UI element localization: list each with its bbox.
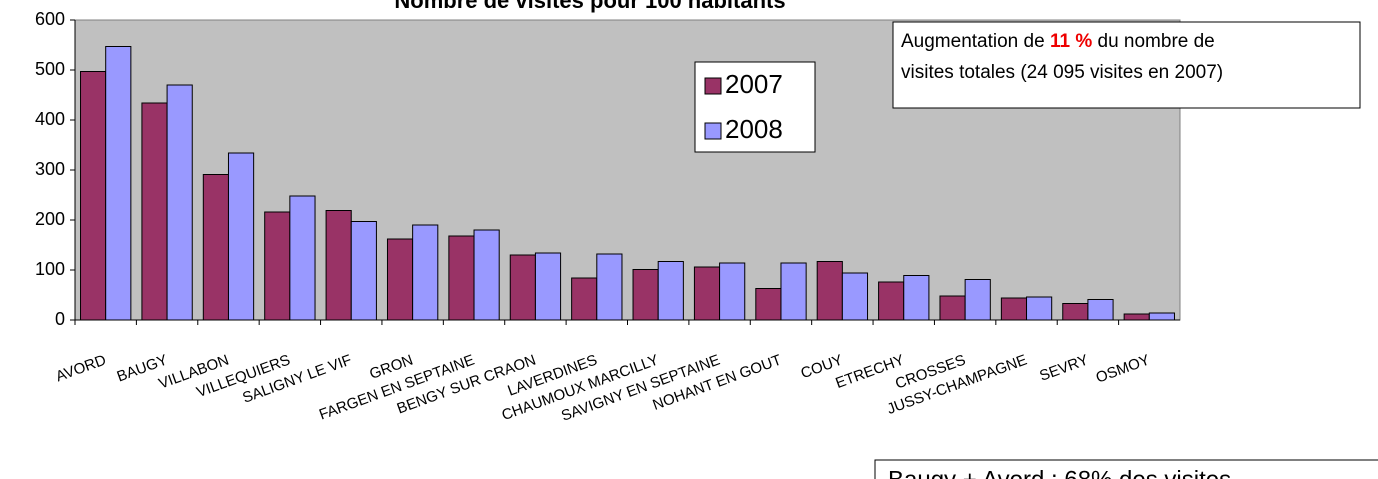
y-tick-label: 0 bbox=[55, 309, 65, 329]
legend-label: 2007 bbox=[725, 69, 783, 99]
legend-label: 2008 bbox=[725, 114, 783, 144]
bar bbox=[166, 84, 193, 321]
bar bbox=[571, 277, 598, 321]
bar bbox=[755, 288, 782, 321]
bar bbox=[534, 252, 562, 321]
y-tick-label: 300 bbox=[35, 159, 65, 179]
annotation-text: Baugy + Avord : 68% des visites bbox=[888, 466, 1231, 479]
bar bbox=[1000, 297, 1028, 321]
annotation-text: visites totales (24 095 visites en 2007) bbox=[901, 62, 1223, 83]
bar bbox=[80, 71, 107, 321]
annotation-text: Augmentation de bbox=[901, 31, 1045, 52]
y-tick-label: 100 bbox=[35, 259, 65, 279]
bar bbox=[841, 272, 869, 321]
bar bbox=[509, 254, 536, 321]
y-tick-label: 200 bbox=[35, 209, 65, 229]
bar bbox=[780, 262, 807, 321]
y-tick-label: 400 bbox=[35, 109, 65, 129]
annotation-box bbox=[892, 21, 1361, 109]
bar bbox=[386, 238, 414, 321]
bar bbox=[596, 253, 623, 321]
bar bbox=[816, 261, 843, 321]
x-tick-label: OSMOY bbox=[1094, 352, 1152, 387]
y-tick-label: 600 bbox=[35, 9, 65, 29]
annotation-text: du nombre de bbox=[1098, 31, 1215, 52]
legend: 2007 2008 bbox=[694, 61, 816, 153]
bar bbox=[202, 174, 229, 321]
bar bbox=[448, 235, 475, 321]
bar bbox=[350, 221, 377, 321]
bar bbox=[473, 229, 500, 321]
legend-swatch bbox=[704, 122, 722, 140]
bar bbox=[264, 211, 291, 321]
bar bbox=[632, 269, 659, 321]
bar bbox=[227, 152, 255, 321]
bar bbox=[412, 224, 439, 321]
bar bbox=[657, 261, 684, 321]
x-tick-label: AVORD bbox=[54, 351, 109, 385]
bar bbox=[1148, 312, 1175, 321]
bar bbox=[1062, 303, 1089, 321]
bar bbox=[1087, 299, 1114, 321]
bar bbox=[105, 46, 132, 321]
annotation-highlight: 11 % bbox=[1050, 31, 1092, 52]
bar bbox=[964, 279, 991, 321]
bar bbox=[878, 281, 905, 321]
bar bbox=[719, 262, 746, 321]
annotation: Augmentation de 11 % du nombre de bbox=[901, 31, 1215, 52]
legend-swatch bbox=[704, 77, 722, 95]
bar bbox=[693, 266, 721, 321]
bar bbox=[1123, 313, 1150, 321]
chart-title: Nombre de visites pour 100 habitants bbox=[394, 0, 785, 13]
bar bbox=[939, 295, 966, 321]
bar bbox=[289, 195, 316, 321]
x-tick-label: SEVRY bbox=[1037, 352, 1090, 385]
bar bbox=[1026, 296, 1053, 321]
bar bbox=[141, 102, 168, 321]
bar bbox=[903, 275, 930, 321]
bar bbox=[325, 210, 352, 321]
y-tick-label: 500 bbox=[35, 59, 65, 79]
annotation-box bbox=[874, 459, 1378, 479]
